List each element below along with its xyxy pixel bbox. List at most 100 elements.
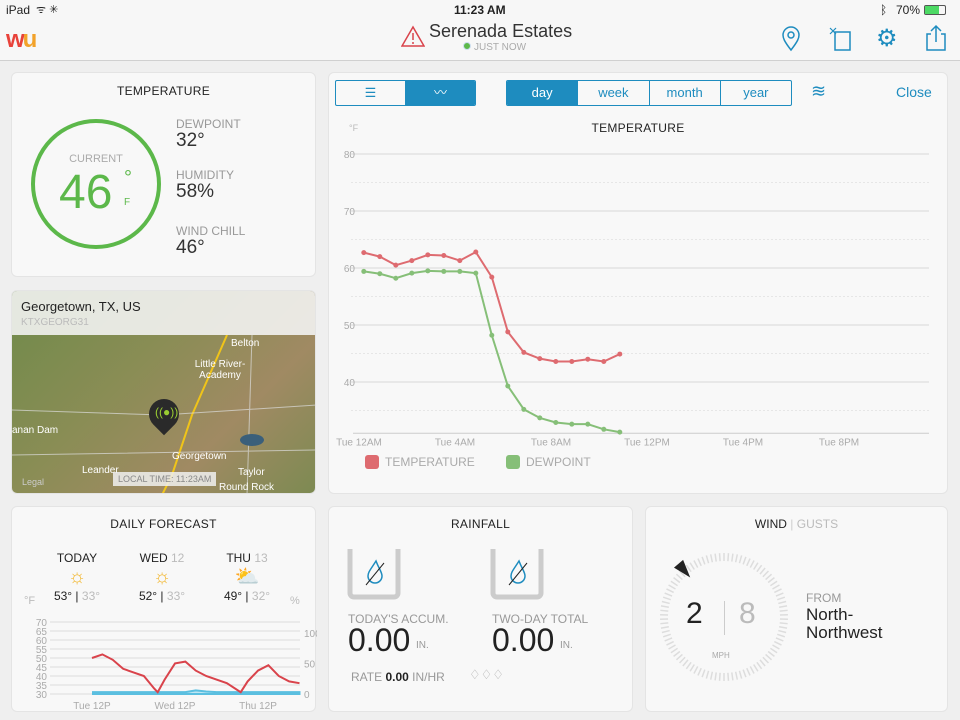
speed-unit: MPH <box>712 651 730 660</box>
partly-cloudy-icon: ⛅ <box>234 566 260 588</box>
dial-tick <box>662 633 671 638</box>
unit-label: IN. <box>416 640 429 651</box>
current-label: CURRENT <box>69 153 123 165</box>
rain-gauge-icon <box>490 549 544 600</box>
dial-tick <box>718 672 721 681</box>
station-name[interactable]: Serenada Estates <box>429 21 573 41</box>
dial-tick <box>765 573 773 581</box>
dial-tick <box>666 640 674 646</box>
y-tick-label: 35 <box>36 681 48 692</box>
list-view-button[interactable]: ☰ <box>336 81 406 105</box>
forecast-day[interactable]: TODAY ☼ 53° | 33° <box>42 551 112 603</box>
temp-line <box>91 653 300 694</box>
dial-tick <box>714 553 717 562</box>
data-point <box>521 406 527 412</box>
temperature-ring <box>31 119 161 249</box>
forecast-day[interactable]: THU 13 ⛅ 49° | 32° <box>212 551 282 603</box>
current-temp: 46 <box>59 166 113 219</box>
map-label: Taylor <box>238 467 265 478</box>
map-label: Round Rock <box>219 482 275 493</box>
legend-dewpoint[interactable]: DEWPOINT <box>506 455 591 469</box>
dial-tick <box>673 577 681 584</box>
series-line <box>363 269 620 434</box>
wifi-icon: ᯤ ✳ <box>36 4 59 16</box>
data-point <box>409 270 415 276</box>
wind-tabs: WIND | GUSTS <box>754 517 839 531</box>
y-axis-unit: °F <box>349 123 359 133</box>
y-tick-label: 80 <box>344 150 356 161</box>
legend-label: DEWPOINT <box>526 455 591 469</box>
legend-temperature[interactable]: TEMPERATURE <box>365 455 475 469</box>
map-header <box>12 291 315 335</box>
range-week[interactable]: week <box>578 81 650 105</box>
windchill-label: WIND CHILL <box>176 224 246 238</box>
dewpoint-label: DEWPOINT <box>176 117 241 131</box>
today-accum-value: 0.00 <box>348 622 411 658</box>
unit-label: IN. <box>560 640 573 651</box>
data-point <box>537 415 543 421</box>
rate-label: RATE <box>351 670 383 684</box>
dial-tick <box>679 656 686 664</box>
dial-tick <box>775 592 784 597</box>
range-day[interactable]: day <box>507 81 579 105</box>
dial-tick <box>668 584 676 590</box>
dial-tick <box>734 671 739 680</box>
data-point <box>425 268 431 274</box>
x-tick-label: Tue 8PM <box>819 437 859 448</box>
dial-tick <box>689 664 695 672</box>
dial-tick <box>660 625 669 629</box>
x-tick-label: Tue 8AM <box>531 437 571 448</box>
dial-tick <box>779 622 788 625</box>
temperature-card[interactable]: TEMPERATURE CURRENT 46 ° F DEWPOINT 32° … <box>11 72 316 277</box>
range-month[interactable]: month <box>650 81 721 105</box>
forecast-day[interactable]: WED 12 ☼ 52° | 33° <box>127 551 197 603</box>
layers-icon[interactable]: ≋ <box>811 81 827 101</box>
location-icon[interactable] <box>780 26 802 52</box>
dial-tick <box>756 564 763 573</box>
data-point <box>521 349 527 355</box>
sun-icon: ☼ <box>67 566 87 588</box>
high-temp: 49° <box>223 589 243 603</box>
alert-icon[interactable] <box>401 25 425 47</box>
y-tick-label: 50 <box>36 654 48 665</box>
gear-icon[interactable]: ⚙ <box>876 25 898 52</box>
degree-sign: ° <box>124 167 132 189</box>
map-label: Georgetown <box>172 451 227 462</box>
dial-tick <box>778 629 787 634</box>
pointer-arrow <box>673 559 691 578</box>
day-name: WED 12 <box>127 551 197 565</box>
fullscreen-icon[interactable] <box>828 26 854 52</box>
data-point <box>377 271 383 277</box>
precip-unit: % <box>290 595 300 607</box>
dial-tick <box>675 653 683 661</box>
tab-wind[interactable]: WIND <box>754 517 787 531</box>
today-accum-label: TODAY'S ACCUM. <box>348 612 449 626</box>
graph-view-button[interactable]: 〰 <box>406 81 475 105</box>
range-year[interactable]: year <box>743 85 769 100</box>
data-point <box>473 249 479 255</box>
day-date: 12 <box>170 551 185 565</box>
dial-tick <box>779 605 788 609</box>
low-temp: 33° <box>81 589 101 603</box>
daily-forecast-card[interactable]: DAILY FORECAST TODAY ☼ 53° | 33° WED 12 … <box>11 506 317 712</box>
y-tick-label: 55 <box>36 645 48 656</box>
close-button[interactable]: Close <box>896 84 932 100</box>
app-header: wu Serenada Estates JUST NOW ⚙ <box>0 20 960 61</box>
tab-gusts[interactable]: GUSTS <box>796 517 839 531</box>
data-point <box>489 274 495 280</box>
dial-tick <box>701 556 706 565</box>
share-icon[interactable] <box>925 24 947 52</box>
station-id: KTXGEORG31 <box>21 317 89 328</box>
data-point <box>473 270 479 276</box>
wu-logo[interactable]: wu <box>6 26 37 53</box>
y-tick-label: 70 <box>36 618 48 629</box>
windchill-value: 46° <box>176 237 205 258</box>
twoday-label: TWO-DAY TOTAL <box>492 612 589 626</box>
battery-percent: 70% <box>896 3 921 17</box>
dial-tick <box>775 637 784 642</box>
divider <box>724 601 725 635</box>
dial-tick <box>693 666 699 674</box>
map-card[interactable]: Georgetown, TX, US KTXGEORG31 Belton Lit… <box>11 290 316 494</box>
dial-tick <box>660 609 669 612</box>
map-legal[interactable]: Legal <box>22 477 45 487</box>
